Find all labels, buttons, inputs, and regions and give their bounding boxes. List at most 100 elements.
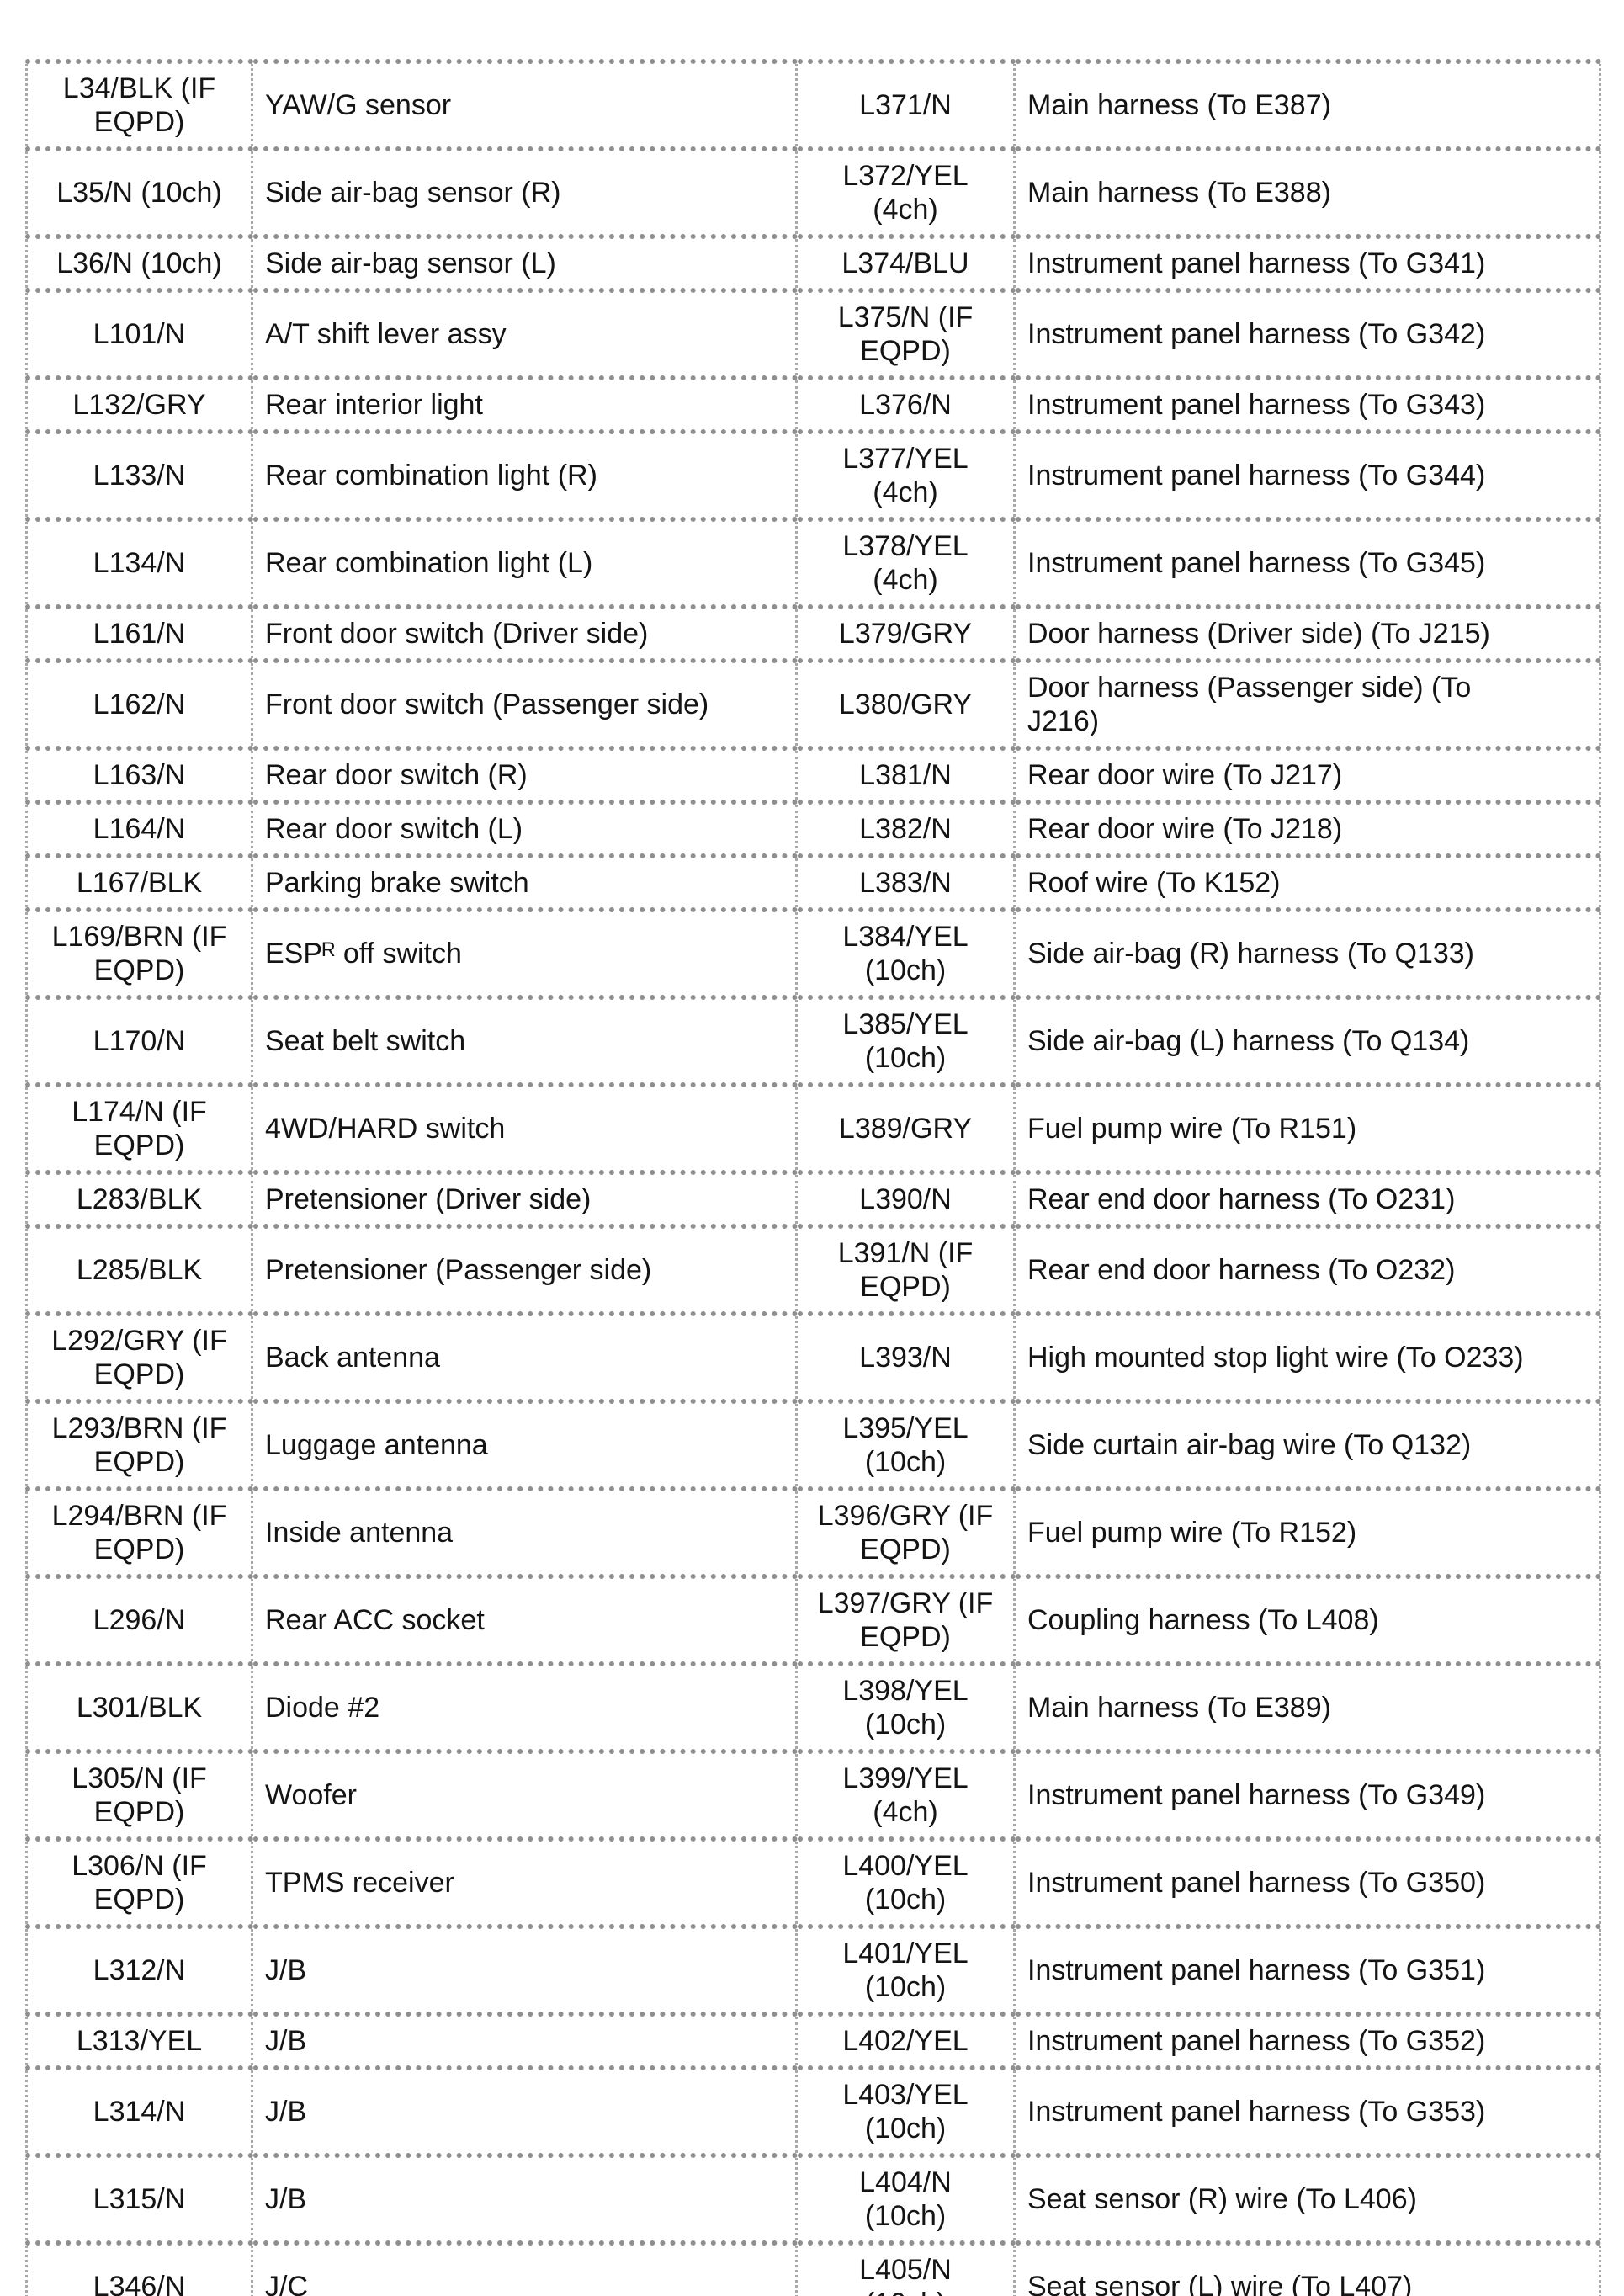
connector-code-cell: L395/YEL (10ch) bbox=[795, 1399, 1016, 1491]
connector-code-cell: L396/GRY (IF EQPD) bbox=[795, 1486, 1016, 1579]
connector-code-cell: L393/N bbox=[795, 1311, 1016, 1404]
table-row: L305/N (IF EQPD) Woofer L399/YEL (4ch) Inst… bbox=[25, 1749, 1601, 1842]
connector-desc-cell: Inside antenna bbox=[251, 1486, 798, 1579]
table-row: L314/N J/B L403/YEL (10ch) Instrument panel… bbox=[25, 2065, 1601, 2158]
table-row: L313/YEL J/B L402/YEL Instrument panel harn… bbox=[25, 2012, 1601, 2070]
table-row: L174/N (IF EQPD) 4WD/HARD switch L389/GRY F… bbox=[25, 1082, 1601, 1175]
connector-desc-cell: Side air-bag (R) harness (To Q133) bbox=[1013, 907, 1601, 1000]
table-row: L315/N J/B L404/N (10ch) Seat sensor (R) wi… bbox=[25, 2153, 1601, 2246]
connector-code-cell: L382/N bbox=[795, 800, 1016, 858]
table-row: L294/BRN (IF EQPD) Inside antenna L396/GRY… bbox=[25, 1486, 1601, 1579]
connector-code-cell: L132/GRY bbox=[25, 375, 253, 434]
connector-code-cell: L401/YEL (10ch) bbox=[795, 1924, 1016, 2017]
connector-desc-cell: Luggage antenna bbox=[251, 1399, 798, 1491]
table-row: L163/N Rear door switch (R) L381/N Rear doo… bbox=[25, 746, 1601, 805]
connector-desc-cell: Instrument panel harness (To G349) bbox=[1013, 1749, 1601, 1842]
connector-code-cell: L306/N (IF EQPD) bbox=[25, 1836, 253, 1929]
connector-desc-cell: Diode #2 bbox=[251, 1661, 798, 1754]
connector-code-cell: L374/BLU bbox=[795, 234, 1016, 293]
connector-desc-cell: TPMS receiver bbox=[251, 1836, 798, 1929]
connector-desc-cell: Fuel pump wire (To R151) bbox=[1013, 1082, 1601, 1175]
table-row: L170/N Seat belt switch L385/YEL (10ch) Sid… bbox=[25, 995, 1601, 1087]
table-row: L134/N Rear combination light (L) L378/YEL… bbox=[25, 517, 1601, 609]
connector-desc-cell: J/B bbox=[251, 2012, 798, 2070]
table-row: L283/BLK Pretensioner (Driver side) L390/N… bbox=[25, 1170, 1601, 1229]
connector-desc-cell: 4WD/HARD switch bbox=[251, 1082, 798, 1175]
connector-desc-cell: Seat sensor (R) wire (To L406) bbox=[1013, 2153, 1601, 2246]
table-row: L161/N Front door switch (Driver side) L37… bbox=[25, 604, 1601, 663]
connector-code-cell: L379/GRY bbox=[795, 604, 1016, 663]
connector-code-cell: L389/GRY bbox=[795, 1082, 1016, 1175]
connector-code-cell: L405/N (10ch) bbox=[795, 2240, 1016, 2296]
connector-desc-cell: Instrument panel harness (To G350) bbox=[1013, 1836, 1601, 1929]
table-row: L301/BLK Diode #2 L398/YEL (10ch) Main harn… bbox=[25, 1661, 1601, 1754]
connector-desc-cell: Rear door wire (To J217) bbox=[1013, 746, 1601, 805]
connector-code-cell: L163/N bbox=[25, 746, 253, 805]
connector-desc-cell: Front door switch (Passenger side) bbox=[251, 658, 798, 751]
connector-desc-cell: Woofer bbox=[251, 1749, 798, 1842]
connector-code-cell: L378/YEL (4ch) bbox=[795, 517, 1016, 609]
connector-desc-cell: Side air-bag sensor (R) bbox=[251, 146, 798, 239]
connector-code-cell: L346/N bbox=[25, 2240, 253, 2296]
connector-desc-cell: Coupling harness (To L408) bbox=[1013, 1574, 1601, 1666]
connector-code-cell: L294/BRN (IF EQPD) bbox=[25, 1486, 253, 1579]
table-row: L162/N Front door switch (Passenger side)… bbox=[25, 658, 1601, 751]
connector-table-body: L34/BLK (IF EQPD) YAW/G sensor L371/N Main … bbox=[25, 59, 1601, 2296]
connector-desc-cell: Main harness (To E389) bbox=[1013, 1661, 1601, 1754]
connector-desc-cell: Rear combination light (L) bbox=[251, 517, 798, 609]
connector-code-cell: L162/N bbox=[25, 658, 253, 751]
table-row: L164/N Rear door switch (L) L382/N Rear doo… bbox=[25, 800, 1601, 858]
connector-code-cell: L292/GRY (IF EQPD) bbox=[25, 1311, 253, 1404]
connector-code-cell: L312/N bbox=[25, 1924, 253, 2017]
connector-code-cell: L404/N (10ch) bbox=[795, 2153, 1016, 2246]
connector-desc-cell: Main harness (To E387) bbox=[1013, 59, 1601, 151]
connector-code-cell: L313/YEL bbox=[25, 2012, 253, 2070]
connector-code-cell: L167/BLK bbox=[25, 853, 253, 912]
connector-desc-cell: Door harness (Driver side) (To J215) bbox=[1013, 604, 1601, 663]
connector-code-cell: L305/N (IF EQPD) bbox=[25, 1749, 253, 1842]
connector-desc-cell: Rear door switch (R) bbox=[251, 746, 798, 805]
table-row: L36/N (10ch) Side air-bag sensor (L) L374/… bbox=[25, 234, 1601, 293]
connector-code-cell: L380/GRY bbox=[795, 658, 1016, 751]
connector-code-cell: L34/BLK (IF EQPD) bbox=[25, 59, 253, 151]
connector-code-cell: L301/BLK bbox=[25, 1661, 253, 1754]
connector-code-cell: L133/N bbox=[25, 429, 253, 522]
connector-code-cell: L35/N (10ch) bbox=[25, 146, 253, 239]
connector-desc-cell: Roof wire (To K152) bbox=[1013, 853, 1601, 912]
connector-desc-cell: Instrument panel harness (To G343) bbox=[1013, 375, 1601, 434]
connector-code-cell: L293/BRN (IF EQPD) bbox=[25, 1399, 253, 1491]
connector-code-cell: L164/N bbox=[25, 800, 253, 858]
connector-desc-cell: Side air-bag (L) harness (To Q134) bbox=[1013, 995, 1601, 1087]
connector-desc-cell: Instrument panel harness (To G345) bbox=[1013, 517, 1601, 609]
connector-code-cell: L371/N bbox=[795, 59, 1016, 151]
connector-desc-cell: Rear end door harness (To O232) bbox=[1013, 1224, 1601, 1316]
connector-code-cell: L372/YEL (4ch) bbox=[795, 146, 1016, 239]
connector-code-cell: L381/N bbox=[795, 746, 1016, 805]
connector-desc-cell: J/C bbox=[251, 2240, 798, 2296]
connector-desc-cell: Seat sensor (L) wire (To L407) bbox=[1013, 2240, 1601, 2296]
connector-desc-cell: Rear ACC socket bbox=[251, 1574, 798, 1666]
connector-code-cell: L397/GRY (IF EQPD) bbox=[795, 1574, 1016, 1666]
connector-code-cell: L101/N bbox=[25, 288, 253, 380]
connector-desc-cell: Pretensioner (Driver side) bbox=[251, 1170, 798, 1229]
connector-desc-cell: Door harness (Passenger side) (To J216) bbox=[1013, 658, 1601, 751]
connector-code-cell: L376/N bbox=[795, 375, 1016, 434]
connector-desc-cell: Rear end door harness (To O231) bbox=[1013, 1170, 1601, 1229]
connector-desc-cell: Rear door switch (L) bbox=[251, 800, 798, 858]
table-row: L293/BRN (IF EQPD) Luggage antenna L395/YE… bbox=[25, 1399, 1601, 1491]
connector-desc-cell: Instrument panel harness (To G341) bbox=[1013, 234, 1601, 293]
connector-code-cell: L391/N (IF EQPD) bbox=[795, 1224, 1016, 1316]
connector-desc-cell: YAW/G sensor bbox=[251, 59, 798, 151]
connector-desc-cell: High mounted stop light wire (To O233) bbox=[1013, 1311, 1601, 1404]
connector-code-cell: L399/YEL (4ch) bbox=[795, 1749, 1016, 1842]
table-row: L167/BLK Parking brake switch L383/N Roof w… bbox=[25, 853, 1601, 912]
connector-code-cell: L296/N bbox=[25, 1574, 253, 1666]
connector-code-cell: L383/N bbox=[795, 853, 1016, 912]
table-row: L296/N Rear ACC socket L397/GRY (IF EQPD) C… bbox=[25, 1574, 1601, 1666]
connector-desc-cell: Parking brake switch bbox=[251, 853, 798, 912]
connector-code-cell: L314/N bbox=[25, 2065, 253, 2158]
connector-code-cell: L161/N bbox=[25, 604, 253, 663]
connector-code-cell: L36/N (10ch) bbox=[25, 234, 253, 293]
